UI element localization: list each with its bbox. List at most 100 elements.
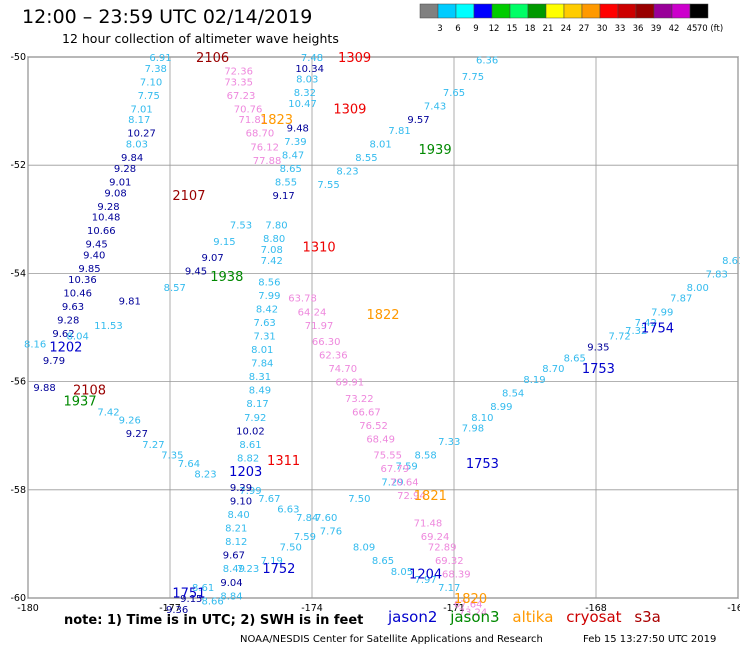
swh-value: 9.67 bbox=[223, 551, 245, 562]
swh-value: 7.60 bbox=[315, 513, 337, 524]
swh-value: 8.57 bbox=[164, 283, 186, 294]
swh-value: 8.61 bbox=[239, 440, 261, 451]
swh-value: 69.32 bbox=[435, 556, 464, 567]
swh-value: 64.24 bbox=[298, 307, 327, 318]
pass-time-label: 1822 bbox=[366, 308, 399, 323]
satellite-legend: jason2 jason3 altika cryosat s3a bbox=[388, 608, 669, 626]
swh-value: 7.42 bbox=[261, 256, 283, 267]
pass-time-label: 2106 bbox=[196, 51, 229, 66]
swh-value: 67.23 bbox=[227, 91, 256, 102]
swh-value: 8.42 bbox=[256, 305, 278, 316]
pass-time-label: 1309 bbox=[333, 102, 366, 117]
swh-value: 7.39 bbox=[284, 137, 306, 148]
swh-value: 7.80 bbox=[265, 221, 287, 232]
swh-value: 7.63 bbox=[254, 318, 276, 329]
swh-value: 7.08 bbox=[261, 245, 283, 256]
swh-value: 10.34 bbox=[295, 64, 324, 75]
swh-value: 9.04 bbox=[220, 578, 242, 589]
swh-value: 8.12 bbox=[225, 537, 247, 548]
plot-frame bbox=[27, 56, 739, 599]
swh-value: 8.65 bbox=[280, 164, 302, 175]
generated-timestamp: Feb 15 13:27:50 UTC 2019 bbox=[583, 634, 717, 645]
pass-time-label: 1754 bbox=[641, 322, 674, 337]
swh-value: 73.24 bbox=[459, 608, 488, 619]
swh-value: 69.24 bbox=[421, 532, 450, 543]
swh-value: 9.45 bbox=[86, 240, 108, 251]
pass-time-label: 2107 bbox=[172, 189, 205, 204]
pass-time-label: 1938 bbox=[210, 270, 243, 285]
legend-cryosat: cryosat bbox=[566, 608, 622, 626]
swh-value: 9.08 bbox=[104, 188, 126, 199]
pass-time-label: 1823 bbox=[260, 113, 293, 128]
chart-subtitle: 12 hour collection of altimeter wave hei… bbox=[62, 31, 339, 46]
swh-value: 9.28 bbox=[57, 315, 79, 326]
colorbar-label: 21 bbox=[543, 24, 554, 34]
swh-value: 7.35 bbox=[161, 451, 183, 462]
swh-value: 7.38 bbox=[145, 64, 167, 75]
legend-altika: altika bbox=[512, 608, 554, 626]
x-tick-label: -168 bbox=[585, 603, 607, 614]
swh-value: 8.66 bbox=[201, 597, 223, 608]
swh-value: 8.32 bbox=[294, 88, 316, 99]
swh-value: 7.67 bbox=[258, 494, 280, 505]
swh-value: 10.36 bbox=[68, 275, 97, 286]
swh-value: 7.92 bbox=[244, 413, 266, 424]
swh-value: 7.50 bbox=[348, 494, 370, 505]
swh-value: 9.45 bbox=[185, 267, 207, 278]
swh-value: 8.99 bbox=[490, 402, 512, 413]
swh-value: 9.62 bbox=[52, 329, 74, 340]
swh-value: 7.29 bbox=[381, 478, 403, 489]
footer-note: note: 1) Time is in UTC; 2) SWH is in fe… bbox=[64, 613, 364, 628]
swh-value: 7.48 bbox=[301, 53, 323, 64]
swh-value: 7.72 bbox=[609, 332, 631, 343]
swh-value: 10.02 bbox=[236, 426, 265, 437]
swh-value: 8.23 bbox=[194, 470, 216, 481]
chart-title: 12:00 – 23:59 UTC 02/14/2019 bbox=[22, 6, 313, 28]
swh-value: 7.53 bbox=[230, 221, 252, 232]
swh-value: 67.64 bbox=[454, 599, 483, 610]
swh-value: 9.88 bbox=[33, 383, 55, 394]
swh-value: 9.26 bbox=[119, 415, 141, 426]
swh-value: 7.84 bbox=[296, 513, 318, 524]
swh-value: 8.03 bbox=[126, 140, 148, 151]
swh-value: 9.07 bbox=[201, 253, 223, 264]
legend-s3a: s3a bbox=[634, 608, 661, 626]
swh-value: 9.84 bbox=[121, 153, 143, 164]
swh-value: 75.55 bbox=[373, 451, 402, 462]
swh-value: 8.16 bbox=[24, 340, 46, 351]
swh-value: 8.49 bbox=[249, 386, 271, 397]
swh-value: 9.63 bbox=[62, 302, 84, 313]
swh-value: 62.36 bbox=[319, 351, 348, 362]
swh-value: 8.01 bbox=[370, 140, 392, 151]
x-tick-label: -177 bbox=[159, 603, 181, 614]
swh-value: 6.91 bbox=[149, 53, 171, 64]
y-tick-label: -56 bbox=[10, 377, 26, 388]
x-tick-label: -174 bbox=[301, 603, 323, 614]
swh-value: 7.99 bbox=[239, 486, 261, 497]
swh-value: 7.32 bbox=[625, 326, 647, 337]
swh-value: 9.35 bbox=[587, 342, 609, 353]
swh-value: 9.40 bbox=[83, 250, 105, 261]
swh-value: 9.15 bbox=[213, 237, 235, 248]
swh-value: 74.70 bbox=[328, 364, 357, 375]
swh-value: 7.75 bbox=[138, 91, 160, 102]
colorbar-label: 15 bbox=[507, 24, 518, 34]
colorbar-label: 27 bbox=[579, 24, 590, 34]
swh-value: 10.47 bbox=[288, 99, 317, 110]
swh-value: 7.81 bbox=[388, 126, 410, 137]
swh-value: 10.66 bbox=[87, 226, 116, 237]
swh-value: 66.67 bbox=[352, 407, 381, 418]
swh-value: 7.87 bbox=[670, 294, 692, 305]
swh-value: 9.57 bbox=[407, 115, 429, 126]
x-tick-label: -180 bbox=[17, 603, 39, 614]
swh-value: 9.79 bbox=[43, 356, 65, 367]
swh-value: 68.49 bbox=[366, 434, 395, 445]
swh-value: 72.36 bbox=[224, 67, 253, 78]
swh-value: 8.61 bbox=[192, 583, 214, 594]
swh-value: 8.61 bbox=[722, 256, 740, 267]
swh-value: 8.58 bbox=[414, 451, 436, 462]
swh-value: 7.59 bbox=[396, 461, 418, 472]
swh-value: 9.01 bbox=[109, 177, 131, 188]
colorbar-label: 6 bbox=[455, 24, 460, 34]
swh-value: 8.54 bbox=[502, 388, 524, 399]
